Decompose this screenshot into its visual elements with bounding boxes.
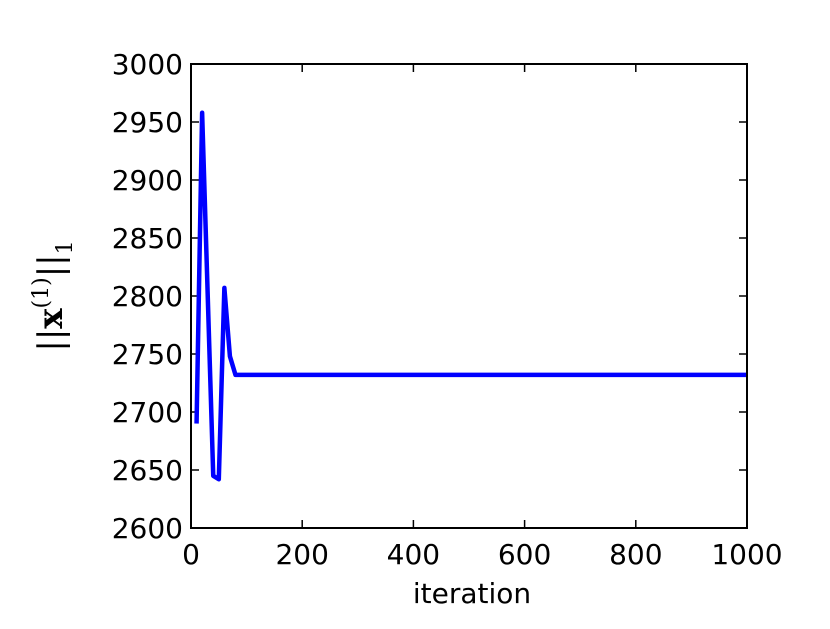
x-tick-label: 0 xyxy=(182,538,200,571)
y-label-part: x xyxy=(31,308,71,329)
y-tick-label: 2650 xyxy=(112,454,183,487)
data-line xyxy=(194,110,747,482)
plot-frame xyxy=(190,63,748,529)
y-axis-label: ||x(1)||1 xyxy=(29,240,78,351)
y-tick-label: 2600 xyxy=(112,512,183,545)
y-tick-label: 2900 xyxy=(112,164,183,197)
x-tick-label: 1000 xyxy=(711,538,782,571)
x-tick-label: 200 xyxy=(275,538,328,571)
y-tick-label: 3000 xyxy=(112,48,183,81)
y-label-part: || xyxy=(31,329,71,352)
y-tick-label: 2800 xyxy=(112,280,183,313)
x-tick-label: 800 xyxy=(609,538,662,571)
y-tick-label: 2950 xyxy=(112,106,183,139)
x-tick-label: 400 xyxy=(387,538,440,571)
y-label-part: (1) xyxy=(29,277,54,308)
y-tick-label: 2700 xyxy=(112,396,183,429)
x-axis-label: iteration xyxy=(413,577,531,610)
y-label-part: || xyxy=(31,254,71,277)
y-label-part: 1 xyxy=(53,240,78,254)
y-tick-label: 2750 xyxy=(112,338,183,371)
y-tick-label: 2850 xyxy=(112,222,183,255)
x-tick-label: 600 xyxy=(498,538,551,571)
